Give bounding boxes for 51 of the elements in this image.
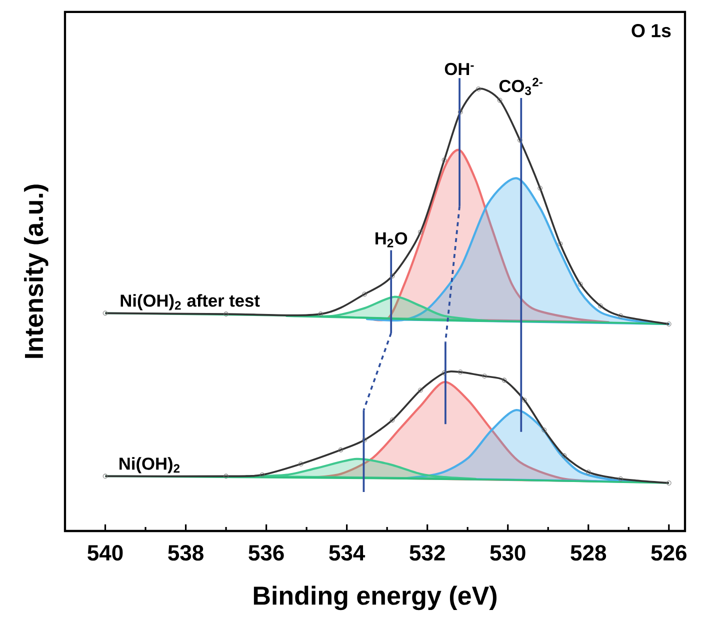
point <box>458 110 463 114</box>
point <box>518 138 522 143</box>
point <box>598 304 603 308</box>
point <box>502 378 507 383</box>
point <box>482 374 487 379</box>
point <box>102 474 108 479</box>
annotation: Ni(OH)$_{2}$ after test <box>120 294 260 310</box>
point <box>418 230 423 234</box>
point <box>390 274 395 278</box>
point <box>542 428 546 432</box>
annotation: CO$_{3}$2- <box>499 78 542 96</box>
x-tick-label: 538 <box>168 545 204 561</box>
point <box>390 418 395 422</box>
point <box>458 370 463 374</box>
point <box>442 370 447 376</box>
x-tick-label: 530 <box>490 545 526 561</box>
x-tick-label: 532 <box>410 545 445 561</box>
point <box>102 310 108 316</box>
point <box>476 86 481 92</box>
point <box>666 480 672 486</box>
text: O 1s <box>632 24 671 38</box>
x-tick-label: 534 <box>329 545 366 561</box>
point <box>618 313 623 318</box>
point <box>338 448 344 452</box>
x-tick-label: 528 <box>570 545 606 561</box>
point <box>522 398 527 403</box>
point <box>418 388 423 393</box>
point <box>586 470 591 475</box>
annotation: OH$^{-}$ <box>444 62 474 76</box>
point <box>578 282 583 287</box>
point <box>362 438 367 442</box>
point <box>298 462 304 466</box>
point <box>260 472 265 478</box>
point <box>558 241 563 246</box>
point <box>618 476 623 482</box>
point <box>362 292 367 297</box>
point <box>224 474 228 479</box>
x-axis-title: Binding energy (eV) <box>254 586 496 610</box>
point <box>318 312 324 316</box>
point <box>538 186 542 191</box>
y-axis-title: Intensity (a.u.) <box>24 184 48 358</box>
point <box>562 453 567 458</box>
point <box>442 158 447 162</box>
annotation: H$_{2}$O <box>376 232 408 248</box>
x-tick-label: 536 <box>248 545 284 561</box>
point <box>666 322 672 326</box>
x-tick-label: 526 <box>651 545 686 561</box>
point <box>224 312 228 316</box>
x-tick-label: 540 <box>88 545 123 561</box>
annotation: Ni(OH)$_{2}$ <box>120 457 180 474</box>
point <box>497 98 502 103</box>
